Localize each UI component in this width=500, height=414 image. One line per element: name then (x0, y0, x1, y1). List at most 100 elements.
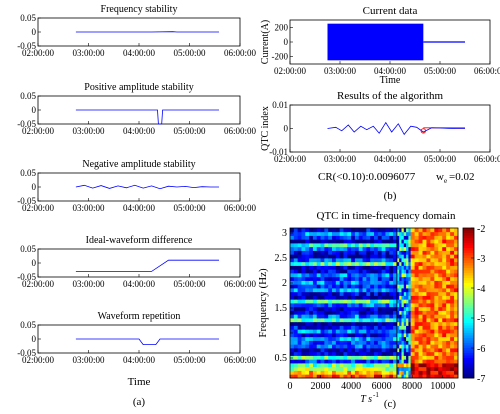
heatmap-cell (324, 340, 329, 345)
heatmap-cell (393, 269, 398, 274)
heatmap-cell (396, 235, 400, 240)
heatmap-cell (351, 239, 356, 244)
heatmap-cell (430, 321, 435, 326)
heatmap-cell (312, 340, 318, 345)
colorbar-step (463, 323, 474, 326)
heatmap-cell (358, 258, 363, 263)
heatmap-cell (335, 273, 341, 278)
heatmap-cell (351, 243, 356, 248)
heatmap-cell (324, 359, 329, 364)
heatmap-cell (335, 258, 341, 263)
heatmap-cell (438, 291, 443, 296)
heatmap-cell (374, 243, 379, 248)
series-line (75, 184, 219, 190)
heatmap-cell (406, 370, 409, 375)
heatmap-cell (396, 269, 400, 274)
heatmap-cell (450, 355, 455, 360)
x-tick-label: 03:00:00 (72, 279, 105, 289)
heatmap-cell (366, 325, 371, 330)
heatmap-cell (320, 303, 325, 308)
heatmap-cell (446, 314, 451, 319)
heatmap-cell (297, 366, 302, 371)
heatmap-cell (385, 340, 390, 345)
heatmap-cell (454, 228, 459, 233)
heatmap-cell (414, 269, 419, 274)
heatmap-cell (442, 265, 447, 270)
heatmap-cell (324, 363, 329, 368)
heatmap-cell (343, 329, 348, 334)
heatmap-cell (347, 363, 352, 368)
heatmap-cell (430, 280, 435, 285)
heatmap-cell (362, 265, 367, 270)
heatmap-cell (335, 344, 341, 349)
heatmap-cell (454, 273, 459, 278)
heatmap-cell (320, 284, 325, 289)
heatmap-cell (328, 269, 333, 274)
heatmap-cell (347, 336, 352, 341)
heatmap-cell (339, 258, 344, 263)
heatmap-cell (354, 359, 360, 364)
heatmap-cell (422, 280, 427, 285)
heatmap-cell (410, 231, 415, 236)
heatmap-cell (332, 269, 337, 274)
heatmap-cell (312, 246, 318, 251)
heatmap-cell (381, 239, 386, 244)
heatmap-cell (335, 321, 341, 326)
heatmap-cell (408, 325, 412, 330)
heatmap-cell (320, 280, 325, 285)
heatmap-cell (320, 291, 325, 296)
heatmap-cell (442, 273, 447, 278)
current-data-band (327, 23, 424, 61)
heatmap-cell (297, 310, 302, 315)
heatmap-cell (320, 239, 325, 244)
heatmap-cell (301, 333, 306, 338)
heatmap-cell (442, 329, 447, 334)
heatmap-cell (339, 250, 344, 255)
heatmap-cell (430, 261, 435, 266)
heatmap-cell (408, 318, 412, 323)
colorbar-tick-label: -3 (477, 254, 485, 265)
heatmap-cell (389, 295, 394, 300)
heatmap-cell (422, 254, 427, 259)
colorbar-step (463, 303, 474, 306)
heatmap-cell (389, 366, 394, 371)
heatmap-cell (339, 359, 344, 364)
y-tick-label: 0 (32, 258, 37, 268)
heatmap-cell (399, 321, 402, 326)
heatmap-cell (406, 295, 409, 300)
heatmap-cell (426, 321, 431, 326)
heatmap-cell (370, 276, 375, 281)
heatmap-cell (393, 318, 398, 323)
heatmap-cell (358, 370, 363, 375)
heatmap-cell (450, 269, 455, 274)
heatmap-cell (454, 261, 459, 266)
colorbar-step (463, 345, 474, 349)
heatmap-cell (434, 351, 439, 356)
heatmap-cell (324, 351, 329, 356)
heatmap-cell (418, 340, 423, 345)
heatmap-cell (426, 314, 431, 319)
heatmap-cell (305, 239, 310, 244)
heatmap-cell (362, 288, 367, 293)
heatmap-cell (438, 265, 443, 270)
heatmap-cell (297, 318, 302, 323)
heatmap-cell (290, 374, 295, 379)
heatmap-cell (309, 325, 314, 330)
heatmap-cell (358, 299, 363, 304)
heatmap-cell (343, 344, 348, 349)
heatmap-cell (446, 261, 451, 266)
heatmap-cell (393, 359, 398, 364)
heatmap-cell (297, 374, 302, 379)
heatmap-cell (332, 265, 337, 270)
colorbar-step (463, 368, 474, 371)
heatmap-cell (290, 306, 295, 311)
heatmap-cell (430, 265, 435, 270)
heatmap-cell (297, 243, 302, 248)
heatmap-cell (332, 366, 337, 371)
heatmap-cell (328, 284, 333, 289)
heatmap-cell (297, 359, 302, 364)
heatmap-cell (434, 366, 439, 371)
heatmap-cell (347, 374, 352, 379)
heatmap-cell (351, 231, 356, 236)
heatmap-cell (396, 374, 400, 379)
